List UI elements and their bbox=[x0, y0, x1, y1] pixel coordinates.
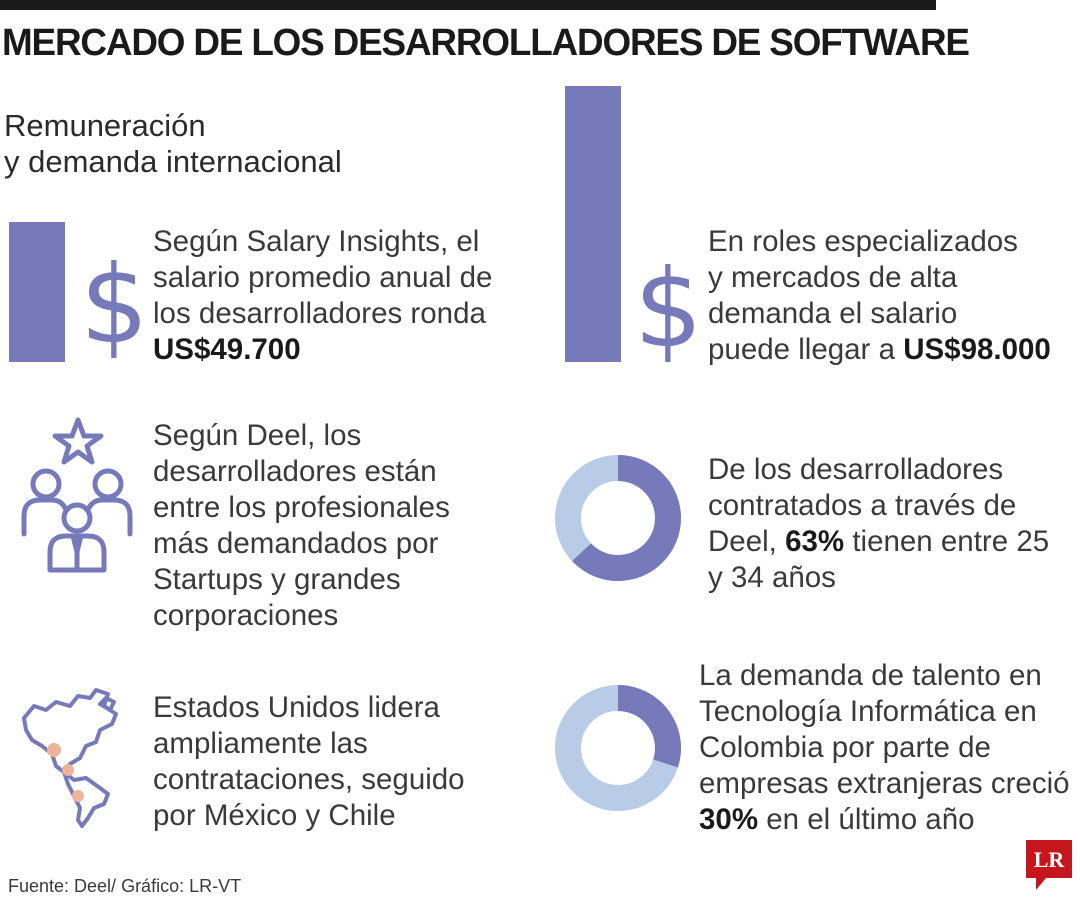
fact-line: Según Salary Insights, el bbox=[153, 225, 480, 258]
fact-line: Startups y grandes bbox=[153, 563, 401, 596]
fact-line: contratados a través de bbox=[708, 489, 1017, 522]
fact-line: más demandados por bbox=[153, 527, 439, 560]
fact-line: empresas extranjeras creció bbox=[699, 767, 1070, 800]
map-marker-chile bbox=[72, 790, 84, 802]
dollar-icon: $ bbox=[80, 243, 149, 368]
fact-average-salary: Según Salary Insights, el salario promed… bbox=[153, 224, 492, 368]
fact-highlight: 30% bbox=[699, 803, 759, 836]
infographic-subtitle: Remuneración y demanda internacional bbox=[4, 108, 342, 180]
fact-highlight: US$49.700 bbox=[153, 333, 301, 366]
fact-line: Deel, bbox=[708, 525, 786, 558]
fact-line: ampliamente las bbox=[153, 727, 368, 760]
salary-bar-max bbox=[565, 86, 621, 362]
fact-line: La demanda de talento en bbox=[699, 659, 1042, 692]
fact-line: demanda el salario bbox=[708, 297, 958, 330]
fact-line: Según Deel, los bbox=[153, 419, 362, 452]
lr-logo: LR bbox=[1026, 840, 1072, 890]
fact-age: De los desarrolladores contratados a tra… bbox=[708, 452, 1049, 596]
fact-line: En roles especializados bbox=[708, 225, 1018, 258]
source-credit: Fuente: Deel/ Gráfico: LR-VT bbox=[8, 876, 242, 896]
fact-line: los desarrolladores ronda bbox=[153, 297, 486, 330]
donut-segment-63 bbox=[572, 455, 681, 581]
fact-line: por México y Chile bbox=[153, 799, 396, 832]
fact-line: en el último año bbox=[758, 803, 975, 836]
dollar-icon: $ bbox=[634, 247, 703, 372]
fact-colombia-growth: La demanda de talento en Tecnología Info… bbox=[699, 658, 1070, 838]
fact-line: salario promedio anual de bbox=[153, 261, 493, 294]
americas-map-icon bbox=[22, 688, 118, 828]
logo-text: LR bbox=[1034, 847, 1066, 872]
fact-highlight: US$98.000 bbox=[903, 333, 1051, 366]
infographic-title: MERCADO DE LOS DESARROLLADORES DE SOFTWA… bbox=[2, 22, 970, 64]
fact-line: Tecnología Informática en bbox=[699, 695, 1037, 728]
fact-line: corporaciones bbox=[153, 599, 339, 632]
fact-highlight: 63% bbox=[785, 525, 845, 558]
donut-chart-age bbox=[555, 455, 681, 581]
subtitle-line: y demanda internacional bbox=[4, 144, 342, 179]
fact-line: desarrolladores están bbox=[153, 455, 437, 488]
fact-line: y mercados de alta bbox=[708, 261, 958, 294]
salary-bar-average bbox=[9, 222, 65, 362]
subtitle-line: Remuneración bbox=[4, 108, 206, 143]
top-rule bbox=[0, 0, 936, 10]
fact-line: contrataciones, seguido bbox=[153, 763, 465, 796]
fact-line: Estados Unidos lidera bbox=[153, 691, 440, 724]
fact-line: puede llegar a bbox=[708, 333, 904, 366]
fact-line: y 34 años bbox=[708, 561, 836, 594]
fact-max-salary: En roles especializados y mercados de al… bbox=[708, 224, 1051, 368]
fact-line: tienen entre 25 bbox=[844, 525, 1050, 558]
fact-line: Colombia por parte de bbox=[699, 731, 991, 764]
fact-demand: Según Deel, los desarrolladores están en… bbox=[153, 418, 450, 634]
donut-segment-30 bbox=[617, 685, 681, 768]
fact-line: entre los profesionales bbox=[153, 491, 450, 524]
map-marker-mexico bbox=[62, 764, 74, 776]
map-marker-usa bbox=[47, 743, 61, 757]
fact-line: De los desarrolladores bbox=[708, 453, 1004, 486]
fact-countries: Estados Unidos lidera ampliamente las co… bbox=[153, 690, 465, 834]
donut-chart-growth bbox=[555, 685, 681, 811]
team-star-icon bbox=[21, 417, 133, 573]
